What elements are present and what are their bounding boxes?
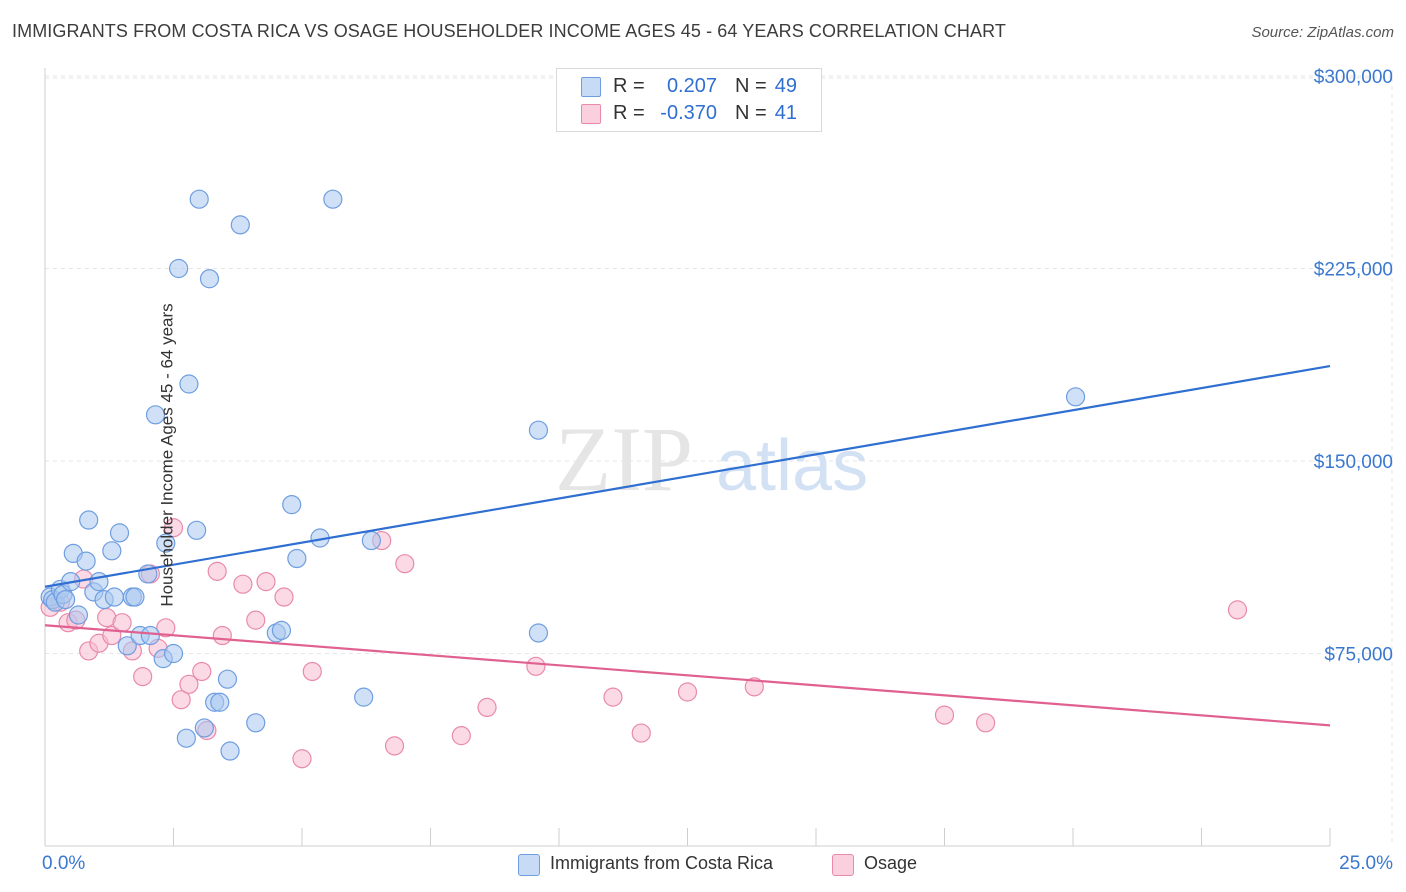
point-osage <box>171 690 191 710</box>
point-costa-rica <box>199 269 220 289</box>
n-value: 49 <box>774 75 797 97</box>
point-osage <box>207 561 227 581</box>
point-osage <box>192 661 212 682</box>
point-osage <box>163 518 184 538</box>
stats-box: R = 0.207 N = 49 R = -0.370 N = 41 <box>556 68 822 132</box>
point-costa-rica <box>323 189 343 209</box>
point-costa-rica <box>194 718 214 738</box>
point-costa-rica <box>217 669 238 689</box>
n-value: 41 <box>774 102 797 124</box>
point-osage <box>112 613 132 633</box>
point-costa-rica <box>68 605 89 625</box>
point-osage <box>292 749 312 769</box>
n-label: N = <box>735 75 767 97</box>
watermark: ZIP atlas <box>555 408 868 510</box>
point-osage <box>233 574 253 594</box>
point-costa-rica <box>109 523 130 543</box>
point-costa-rica <box>354 687 374 707</box>
source-label: Source: ZipAtlas.com <box>1251 24 1394 41</box>
point-osage <box>256 572 276 592</box>
point-costa-rica <box>230 215 250 235</box>
y-tick-label: $75,000 <box>1324 645 1393 666</box>
watermark-atlas: atlas <box>716 426 868 506</box>
grid-lines <box>45 70 1393 846</box>
point-osage <box>477 697 497 718</box>
point-costa-rica <box>189 189 209 209</box>
point-osage <box>156 618 176 638</box>
point-osage <box>526 656 546 676</box>
point-osage <box>1227 600 1248 620</box>
trend-line-costa-rica <box>44 364 1331 588</box>
point-costa-rica <box>102 541 122 561</box>
point-osage <box>302 661 322 682</box>
y-tick-label: $150,000 <box>1314 452 1393 473</box>
point-osage <box>744 677 764 697</box>
point-costa-rica <box>287 548 307 569</box>
point-osage <box>212 625 232 646</box>
point-costa-rica <box>179 374 199 394</box>
y-axis-label: Householder Income Ages 45 - 64 years <box>157 303 177 607</box>
legend-swatch-pink <box>832 854 854 876</box>
point-costa-rica <box>55 589 76 610</box>
legend-label: Osage <box>864 853 918 873</box>
point-costa-rica <box>104 587 124 607</box>
point-costa-rica <box>117 636 137 656</box>
point-costa-rica <box>220 741 240 761</box>
point-osage <box>395 554 415 574</box>
point-osage <box>274 587 294 607</box>
point-costa-rica <box>271 620 292 641</box>
axes <box>44 68 1331 847</box>
point-costa-rica <box>246 713 266 733</box>
point-osage <box>603 687 623 707</box>
point-costa-rica <box>210 692 230 712</box>
x-tick-label: 0.0% <box>42 853 85 874</box>
point-osage <box>451 726 471 746</box>
y-tick-label: $300,000 <box>1314 67 1393 88</box>
point-costa-rica <box>528 623 549 643</box>
point-costa-rica <box>79 510 99 530</box>
y-tick-label: $225,000 <box>1314 260 1393 281</box>
point-osage <box>934 705 955 725</box>
point-costa-rica <box>125 587 145 607</box>
point-osage <box>677 682 698 702</box>
point-costa-rica <box>169 258 189 279</box>
point-costa-rica <box>156 533 176 553</box>
trend-line-osage <box>44 624 1331 727</box>
point-costa-rica <box>528 420 549 440</box>
point-osage <box>133 666 153 687</box>
point-costa-rica <box>163 643 184 664</box>
stats-swatch-blue <box>581 77 601 97</box>
tick-labels: $75,000 $150,000 $225,000 $300,000 0.0% 25.0% <box>42 67 1393 874</box>
point-costa-rica <box>282 495 302 515</box>
r-label: R = <box>613 102 645 124</box>
r-label: R = <box>613 75 645 97</box>
chart-title: IMMIGRANTS FROM COSTA RICA VS OSAGE HOUS… <box>12 21 1006 41</box>
point-costa-rica <box>145 405 166 425</box>
point-osage <box>246 610 266 630</box>
x-tick-label: 25.0% <box>1339 853 1393 874</box>
series-costa-rica <box>40 189 1086 761</box>
trend-lines <box>44 364 1331 727</box>
point-costa-rica <box>76 551 96 571</box>
legend-swatch-blue <box>518 854 540 876</box>
r-value: 0.207 <box>666 75 717 97</box>
stats-swatch-pink <box>581 104 601 124</box>
point-costa-rica <box>187 520 207 540</box>
point-osage <box>179 674 199 694</box>
point-osage <box>631 723 651 743</box>
n-label: N = <box>735 102 767 124</box>
legend: Immigrants from Costa Rica Osage <box>0 850 1406 878</box>
point-osage <box>976 713 996 733</box>
watermark-zip: ZIP <box>555 408 693 510</box>
point-costa-rica <box>361 530 381 551</box>
legend-label: Immigrants from Costa Rica <box>550 853 774 873</box>
point-costa-rica <box>140 625 160 646</box>
point-costa-rica <box>1065 387 1086 407</box>
point-costa-rica <box>176 728 196 748</box>
r-value: -0.370 <box>660 102 717 124</box>
point-osage <box>384 736 405 756</box>
